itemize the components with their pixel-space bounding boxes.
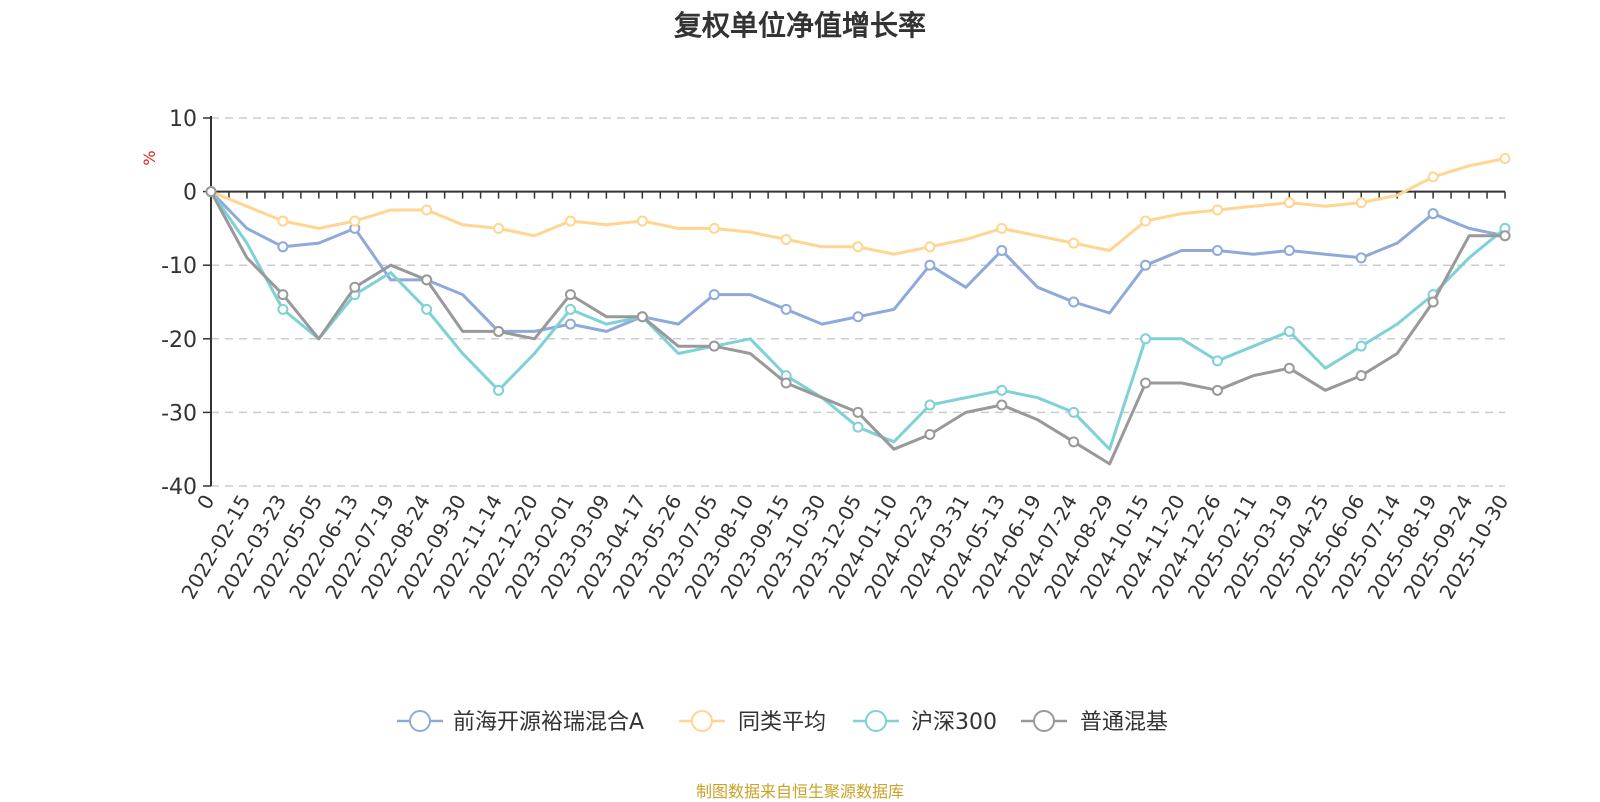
legend-item-label[interactable]: 前海开源裕瑞混合A: [453, 710, 644, 735]
data-point: [708, 340, 720, 352]
data-point: [564, 318, 576, 330]
y-tick-label: -10: [161, 254, 197, 279]
data-point: [1283, 362, 1295, 374]
data-point: [1283, 325, 1295, 337]
y-tick-label: -20: [161, 328, 197, 353]
data-point: [1211, 384, 1223, 396]
data-point: [493, 222, 505, 234]
y-tick-label: 10: [169, 107, 197, 132]
data-point: [924, 259, 936, 271]
data-point: [1140, 377, 1152, 389]
y-axis-label: %: [140, 150, 159, 165]
data-point: [493, 325, 505, 337]
data-point: [1427, 208, 1439, 220]
data-point: [564, 289, 576, 301]
data-point: [1355, 340, 1367, 352]
data-point: [277, 289, 289, 301]
data-point: [1140, 333, 1152, 345]
data-point: [1355, 370, 1367, 382]
data-point: [924, 399, 936, 411]
y-tick-label: 0: [183, 181, 197, 206]
data-point: [852, 421, 864, 433]
legend-swatch-marker[interactable]: [1033, 710, 1055, 732]
data-point: [421, 274, 433, 286]
data-point: [349, 215, 361, 227]
legend-item-label[interactable]: 同类平均: [738, 710, 826, 735]
chart-title: 复权单位净值增长率: [673, 9, 926, 42]
data-point: [1068, 296, 1080, 308]
data-point: [1427, 171, 1439, 183]
data-point: [1283, 197, 1295, 209]
legend-item-label[interactable]: 普通混基: [1080, 710, 1168, 735]
data-point: [708, 289, 720, 301]
y-tick-label: -40: [161, 475, 197, 500]
series-line-2: [210, 157, 1506, 256]
data-point: [1068, 436, 1080, 448]
data-point: [1211, 204, 1223, 216]
data-point: [996, 244, 1008, 256]
data-point: [564, 303, 576, 315]
data-point: [421, 204, 433, 216]
footer-note: 制图数据来自恒生聚源数据库: [695, 782, 904, 801]
data-point: [996, 399, 1008, 411]
legend-item-label[interactable]: 沪深300: [911, 710, 997, 735]
data-point: [780, 303, 792, 315]
data-point: [1499, 230, 1511, 242]
data-point: [924, 241, 936, 253]
data-point: [1355, 252, 1367, 264]
legend-swatch-marker[interactable]: [409, 710, 431, 732]
data-point: [421, 303, 433, 315]
data-point: [493, 384, 505, 396]
data-point: [996, 384, 1008, 396]
data-point: [349, 281, 361, 293]
data-point: [996, 222, 1008, 234]
data-point: [1211, 355, 1223, 367]
data-point: [277, 241, 289, 253]
data-point: [852, 311, 864, 323]
legend-swatch-marker[interactable]: [865, 710, 887, 732]
data-point: [636, 215, 648, 227]
data-point: [852, 406, 864, 418]
data-point: [1140, 259, 1152, 271]
data-point: [1355, 197, 1367, 209]
data-point: [780, 233, 792, 245]
data-point: [564, 215, 576, 227]
data-point: [924, 428, 936, 440]
y-tick-label: -30: [161, 401, 197, 426]
data-point: [277, 303, 289, 315]
data-point: [205, 186, 217, 198]
data-point: [1499, 152, 1511, 164]
x-tick-label: 0: [192, 491, 219, 514]
data-point: [1140, 215, 1152, 227]
data-point: [852, 241, 864, 253]
data-point: [1068, 237, 1080, 249]
data-point: [1068, 406, 1080, 418]
data-point: [1211, 244, 1223, 256]
data-point: [1283, 244, 1295, 256]
data-point: [1427, 296, 1439, 308]
data-point: [636, 311, 648, 323]
data-point: [780, 377, 792, 389]
data-point: [708, 222, 720, 234]
series-line-1: [209, 190, 1506, 333]
data-point: [277, 215, 289, 227]
legend-swatch-marker[interactable]: [691, 710, 713, 732]
